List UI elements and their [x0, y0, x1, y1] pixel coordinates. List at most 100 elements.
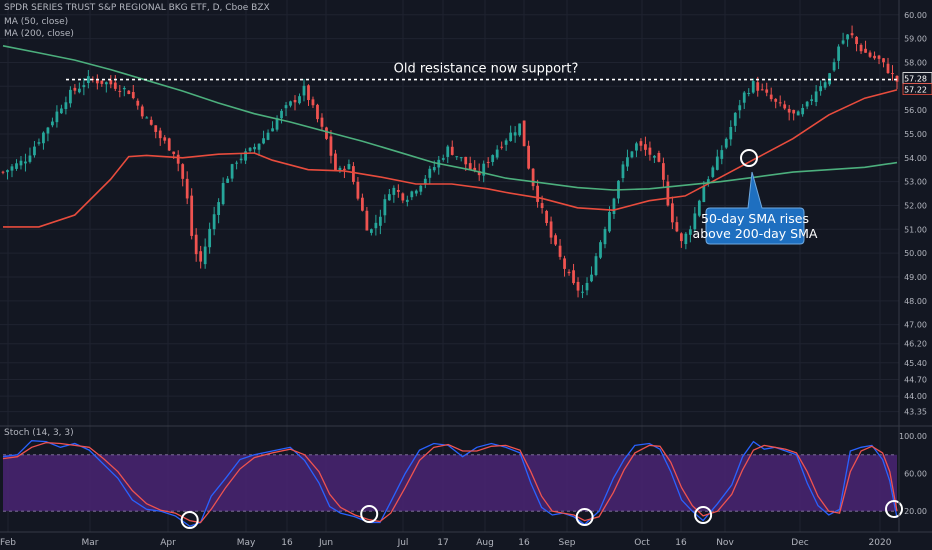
candle-body — [266, 132, 270, 140]
candle-body — [172, 151, 176, 155]
candle-body — [280, 110, 283, 119]
y-tick-label: 47.00 — [904, 321, 927, 330]
candle-body — [329, 136, 333, 156]
stoch-low-circle — [694, 506, 713, 524]
candle-body — [145, 117, 149, 119]
stoch-d-line — [2, 441, 898, 524]
candle-body — [693, 213, 697, 230]
candle-body — [675, 222, 679, 232]
candle-body — [787, 108, 791, 113]
candle-body — [235, 162, 238, 164]
candle-body — [711, 167, 715, 177]
candle-body — [841, 40, 845, 44]
candle-body — [594, 256, 598, 276]
candle-body — [104, 82, 108, 85]
candle-body — [621, 164, 625, 179]
stoch-overbought-oversold-band — [3, 454, 897, 512]
candle-body — [684, 233, 688, 245]
candle-body — [729, 126, 733, 140]
candle-body — [369, 229, 373, 233]
candle-body — [482, 163, 486, 176]
candle-body — [513, 132, 517, 136]
stoch-y-tick-label: 60.00 — [904, 470, 927, 479]
candle-body — [383, 199, 387, 216]
candle-body — [42, 132, 45, 144]
candle-body — [603, 229, 607, 245]
candle-body — [850, 33, 854, 36]
candle-body — [284, 105, 288, 109]
candle-body — [882, 58, 885, 63]
crossover-callout — [705, 171, 805, 245]
candle-body — [468, 163, 472, 170]
candle-body — [608, 211, 611, 232]
candle-body — [670, 203, 674, 223]
candle-body — [212, 214, 216, 230]
candle-body — [51, 121, 54, 126]
candle-body — [455, 156, 459, 158]
candle-body — [24, 161, 27, 164]
candle-body — [64, 102, 68, 110]
candle-body — [504, 140, 508, 145]
stoch-low-circle — [360, 505, 379, 523]
candle-body — [473, 167, 477, 171]
candle-body — [747, 92, 751, 94]
stoch-y-tick-label: 20.00 — [904, 507, 927, 516]
candle-body — [828, 73, 831, 85]
candle-body — [432, 167, 436, 171]
candle-body — [536, 185, 539, 202]
x-tick-label: 2020 — [869, 538, 892, 548]
candle-body — [423, 178, 427, 184]
candle-body — [477, 171, 481, 176]
candle-body — [208, 228, 212, 248]
candle-body — [257, 143, 261, 150]
candle-body — [316, 104, 319, 120]
candle-body — [495, 149, 499, 158]
stoch-y-tick-label: 100.00 — [899, 432, 927, 441]
candle-body — [581, 291, 584, 293]
y-tick-label: 58.00 — [904, 58, 927, 67]
candle-body — [446, 146, 450, 157]
candle-body — [194, 234, 198, 255]
candle-body — [176, 154, 180, 164]
y-tick-label: 46.20 — [904, 340, 927, 349]
candle-body — [405, 199, 409, 202]
candle-body — [585, 282, 589, 291]
candle-body — [181, 164, 185, 179]
last-price-tag — [902, 83, 932, 96]
candle-body — [352, 166, 355, 182]
candle-body — [679, 233, 683, 242]
candle-body — [783, 104, 787, 109]
y-tick-label: 45.40 — [904, 359, 927, 368]
x-tick-label: Sep — [559, 538, 576, 548]
candle-body — [549, 221, 553, 238]
candle-body — [509, 132, 513, 142]
y-tick-label: 49.00 — [904, 273, 927, 282]
candle-body — [190, 195, 194, 236]
candle-body — [428, 168, 432, 178]
annotations: Old resistance now support? 50-day SMA r… — [66, 62, 900, 245]
x-tick-label: Aug — [476, 538, 494, 548]
candle-body — [626, 157, 629, 167]
y-tick-label: 60.00 — [904, 11, 927, 20]
candle-body — [167, 138, 171, 151]
candle-body — [558, 245, 562, 257]
y-tick-label: 55.00 — [904, 130, 927, 139]
candle-body — [248, 147, 252, 151]
y-tick-label: 50.00 — [904, 249, 927, 258]
candle-body — [810, 99, 814, 101]
candle-body — [419, 185, 423, 192]
stoch-low-circle — [180, 511, 199, 529]
candle-body — [113, 82, 117, 89]
candle-body — [401, 193, 405, 201]
candle-body — [554, 235, 557, 245]
candle-body — [540, 203, 544, 209]
y-tick-label: 44.00 — [904, 392, 927, 401]
candle-body — [653, 155, 656, 158]
legend-ma50: MA (50, close) — [4, 17, 69, 27]
candle-body — [486, 161, 490, 163]
x-tick-label: May — [237, 538, 256, 548]
candle-body — [635, 143, 638, 151]
candle-body — [6, 170, 9, 173]
candle-body — [868, 52, 872, 57]
